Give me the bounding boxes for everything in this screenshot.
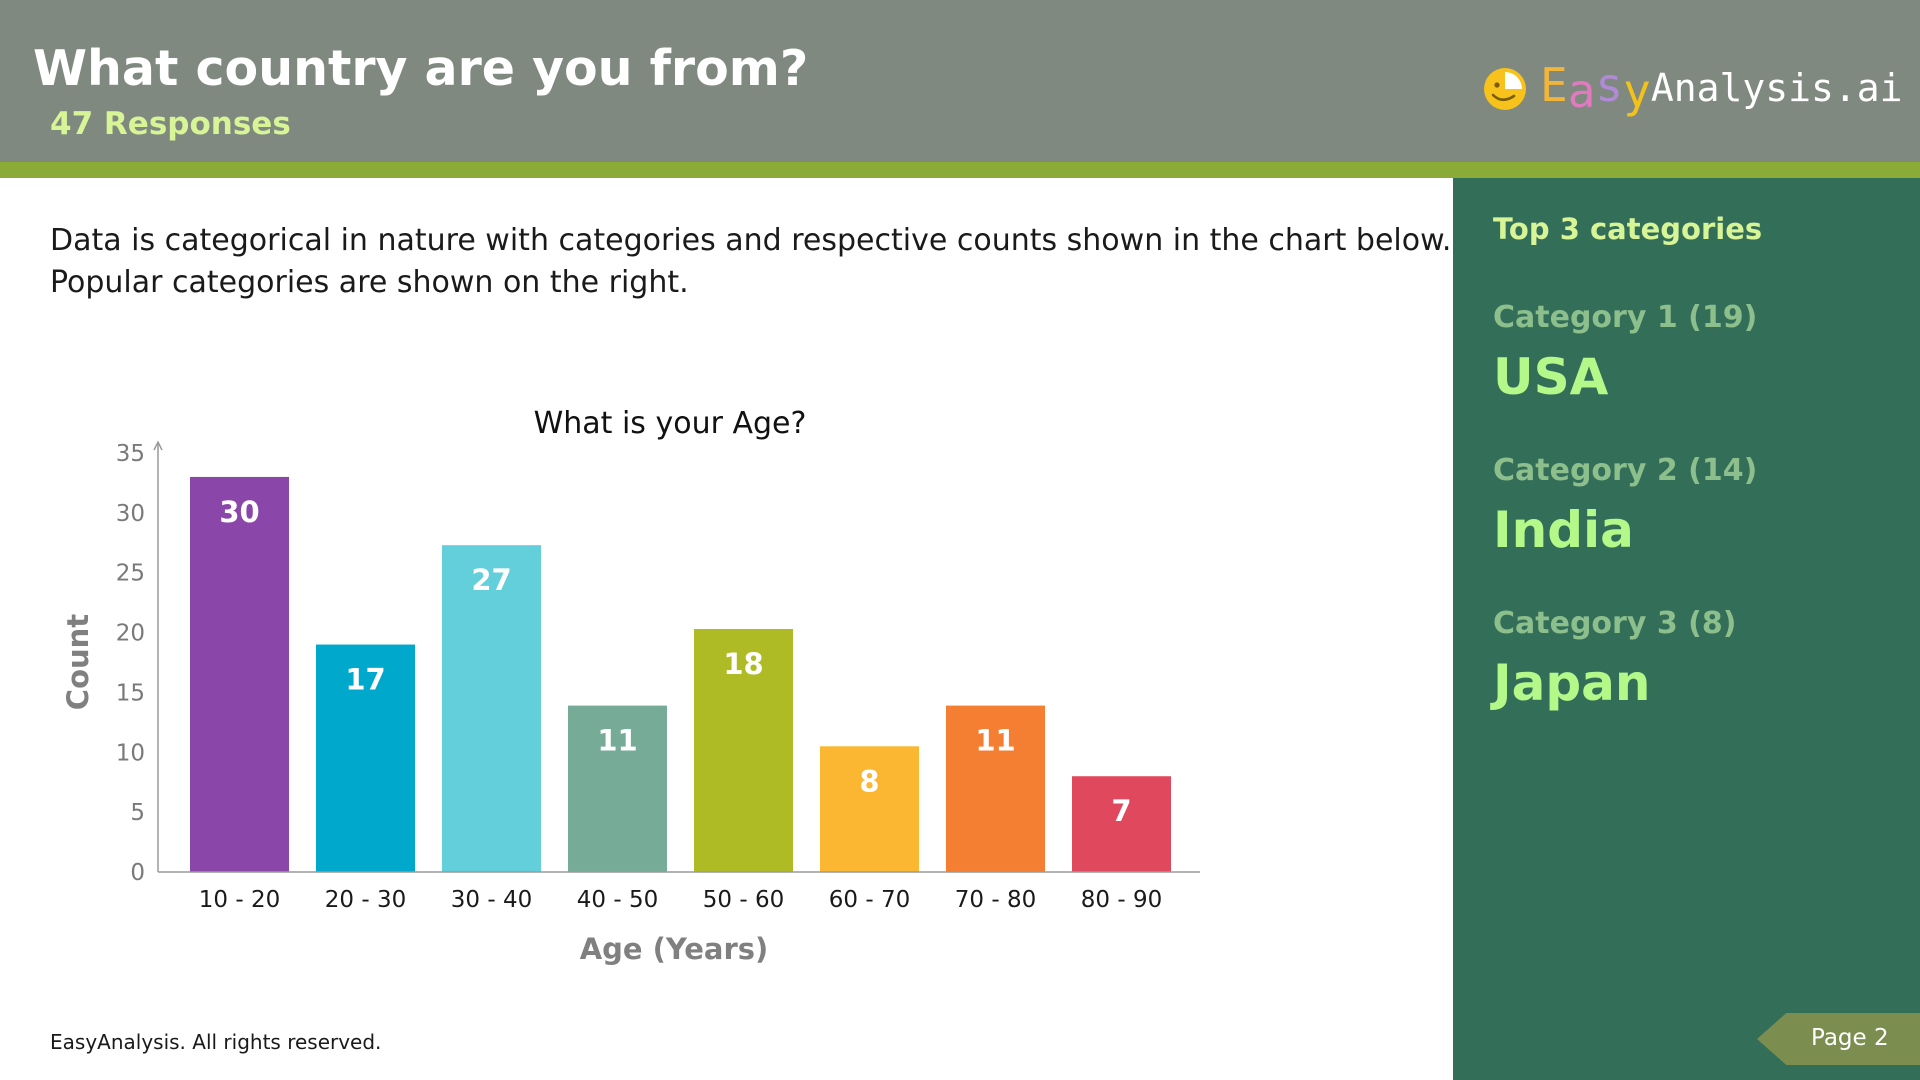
description-line: Data is categorical in nature with categ… bbox=[50, 223, 1452, 258]
page-number: Page 2 bbox=[1811, 1025, 1889, 1051]
logo-letter: y bbox=[1623, 64, 1651, 118]
bar-value-label: 11 bbox=[597, 724, 637, 758]
y-tick-label: 15 bbox=[116, 680, 145, 706]
category-2-value: India bbox=[1493, 501, 1634, 559]
header-bar: What country are you from? 47 Responses … bbox=[0, 0, 1920, 162]
brand-logo[interactable]: EasyAnalysis.ai bbox=[1482, 58, 1902, 118]
bar-10-20[interactable] bbox=[190, 476, 289, 872]
header-accent-stripe bbox=[0, 162, 1920, 178]
logo-letter: s bbox=[1595, 58, 1624, 112]
bar-value-label: 30 bbox=[219, 495, 259, 529]
logo-analysis: Analysis.ai bbox=[1650, 66, 1903, 110]
bar-chart: What is your Age? 0 5 10 15 20 25 30 35 30 17 27 1… bbox=[61, 406, 1200, 966]
y-axis-label: Count bbox=[61, 614, 95, 710]
y-tick-label: 35 bbox=[116, 441, 145, 467]
category-2-label: Category 2 (14) bbox=[1493, 453, 1758, 488]
logo-wordmark: EasyAnalysis.ai bbox=[1540, 58, 1903, 118]
x-tick-label: 30 - 40 bbox=[451, 887, 532, 913]
logo-letter: a bbox=[1567, 64, 1596, 118]
y-tick-label: 5 bbox=[130, 800, 145, 826]
bar-70-80[interactable] bbox=[946, 705, 1045, 872]
bar-value-label: 8 bbox=[859, 764, 879, 798]
x-tick-label: 70 - 80 bbox=[955, 887, 1036, 913]
x-tick-label: 50 - 60 bbox=[703, 887, 784, 913]
bar-60-70[interactable] bbox=[820, 746, 919, 872]
page-indicator[interactable]: Page 2 bbox=[1757, 1013, 1920, 1065]
x-tick-label: 20 - 30 bbox=[325, 887, 406, 913]
y-axis-arrow-icon bbox=[153, 440, 163, 451]
bar-value-label: 18 bbox=[723, 647, 763, 681]
y-tick-label: 25 bbox=[116, 561, 145, 587]
logo-letter: E bbox=[1540, 58, 1568, 112]
bar-30-40[interactable] bbox=[442, 545, 541, 872]
x-axis-label: Age (Years) bbox=[580, 932, 769, 966]
y-tick-label: 30 bbox=[116, 501, 145, 527]
bar-80-90[interactable] bbox=[1072, 776, 1171, 872]
bar-20-30[interactable] bbox=[316, 644, 415, 872]
bar-value-label: 27 bbox=[471, 563, 511, 597]
footer-copyright: EasyAnalysis. All rights reserved. bbox=[50, 1030, 382, 1054]
top-categories-title: Top 3 categories bbox=[1493, 212, 1763, 246]
chart-title: What is your Age? bbox=[534, 406, 807, 441]
x-tick-label: 80 - 90 bbox=[1081, 887, 1162, 913]
page-title: What country are you from? bbox=[33, 40, 809, 97]
response-count: 47 Responses bbox=[50, 106, 291, 142]
x-tick-label: 60 - 70 bbox=[829, 887, 910, 913]
bar-value-label: 11 bbox=[975, 724, 1015, 758]
description-line: Popular categories are shown on the righ… bbox=[50, 265, 689, 300]
smiley-pie-logo-icon bbox=[1484, 68, 1526, 110]
top-categories-panel: Top 3 categories Category 1 (19) USA Cat… bbox=[1453, 178, 1920, 1080]
category-3-label: Category 3 (8) bbox=[1493, 606, 1737, 641]
category-3-value: Japan bbox=[1493, 654, 1651, 712]
bar-40-50[interactable] bbox=[568, 705, 667, 872]
description-text: Data is categorical in nature with categ… bbox=[50, 220, 1452, 304]
logo-easy: Easy bbox=[1540, 58, 1651, 118]
bar-50-60[interactable] bbox=[694, 628, 793, 872]
x-tick-label: 10 - 20 bbox=[199, 887, 280, 913]
bar-value-label: 7 bbox=[1111, 794, 1131, 828]
category-1-label: Category 1 (19) bbox=[1493, 300, 1758, 335]
y-tick-label: 20 bbox=[116, 621, 145, 647]
y-tick-label: 0 bbox=[130, 860, 145, 886]
bar-value-label: 17 bbox=[345, 663, 385, 697]
y-tick-label: 10 bbox=[116, 740, 145, 766]
x-tick-label: 40 - 50 bbox=[577, 887, 658, 913]
category-1-value: USA bbox=[1493, 348, 1609, 406]
